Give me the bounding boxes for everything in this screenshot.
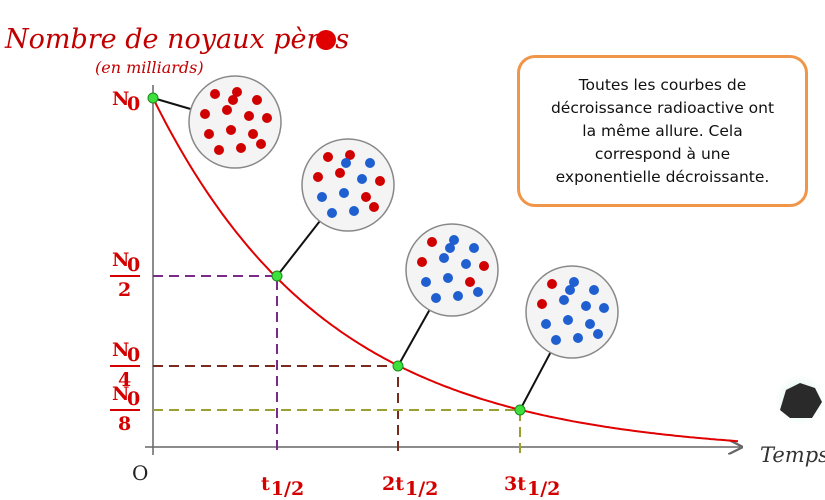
curve-point [272, 271, 282, 281]
nucleus [200, 109, 210, 119]
y-label: N02 [110, 249, 140, 301]
red-dot-legend [316, 30, 336, 50]
x-label: 2t [382, 473, 404, 495]
y-label: N08 [110, 383, 140, 435]
nucleus [365, 158, 375, 168]
x-label-sub: 1/2 [271, 478, 304, 500]
nucleus [445, 243, 455, 253]
nucleus [547, 279, 557, 289]
nucleus [479, 261, 489, 271]
nucleus [421, 277, 431, 287]
nucleus [431, 293, 441, 303]
y-label-denominator: 2 [118, 279, 131, 301]
nucleus [593, 329, 603, 339]
nucleus [327, 208, 337, 218]
nucleus [262, 113, 272, 123]
nucleus [228, 95, 238, 105]
nucleus [222, 105, 232, 115]
nucleus [256, 139, 266, 149]
nucleus [469, 243, 479, 253]
nucleus [339, 188, 349, 198]
nucleus [335, 168, 345, 178]
y-label-sub: 0 [127, 344, 140, 366]
nucleus [252, 95, 262, 105]
nucleus [341, 158, 351, 168]
nucleus [559, 295, 569, 305]
nucleus [541, 319, 551, 329]
nucleus [427, 237, 437, 247]
y-label-sub: 0 [127, 254, 140, 276]
nucleus [357, 174, 367, 184]
half-life-guide [153, 410, 520, 455]
nucleus [323, 152, 333, 162]
nucleus [361, 192, 371, 202]
nucleus [349, 206, 359, 216]
nucleus [248, 129, 258, 139]
y-label-denominator: 8 [118, 413, 131, 435]
curve-point [148, 93, 158, 103]
nucleus [461, 259, 471, 269]
nucleus [369, 202, 379, 212]
x-label-sub: 1/2 [405, 478, 438, 500]
y-label-sub: 0 [127, 93, 140, 115]
nucleus [599, 303, 609, 313]
page: Nombre de noyaux pères (en milliards) Te… [0, 0, 825, 500]
title: Nombre de noyaux pères [4, 24, 349, 55]
nucleus [204, 129, 214, 139]
nucleus [537, 299, 547, 309]
note-box: Toutes les courbes de décroissance radio… [517, 55, 808, 207]
nucleus [563, 315, 573, 325]
subtitle: (en milliards) [95, 58, 204, 77]
nucleus [417, 257, 427, 267]
nucleus [465, 277, 475, 287]
nucleus [214, 145, 224, 155]
x-label: 3t [504, 473, 526, 495]
x-label-sub: 1/2 [527, 478, 560, 500]
nucleus [244, 111, 254, 121]
origin-label: O [132, 461, 148, 485]
x-label: t [261, 473, 270, 495]
nucleus [589, 285, 599, 295]
nucleus [573, 333, 583, 343]
nucleus [210, 89, 220, 99]
nucleus [375, 176, 385, 186]
x-axis-label: Temps [760, 443, 825, 467]
nucleus [226, 125, 236, 135]
y-label: N0 [112, 88, 140, 115]
nucleus [453, 291, 463, 301]
nucleus [551, 335, 561, 345]
nucleus [585, 319, 595, 329]
nucleus [439, 253, 449, 263]
nucleus [473, 287, 483, 297]
nucleus [581, 301, 591, 311]
nucleus [313, 172, 323, 182]
nucleus [565, 285, 575, 295]
y-label-sub: 0 [127, 388, 140, 410]
nucleus [236, 143, 246, 153]
curve-point [515, 405, 525, 415]
curve-point [393, 361, 403, 371]
nucleus [443, 273, 453, 283]
nucleus [317, 192, 327, 202]
